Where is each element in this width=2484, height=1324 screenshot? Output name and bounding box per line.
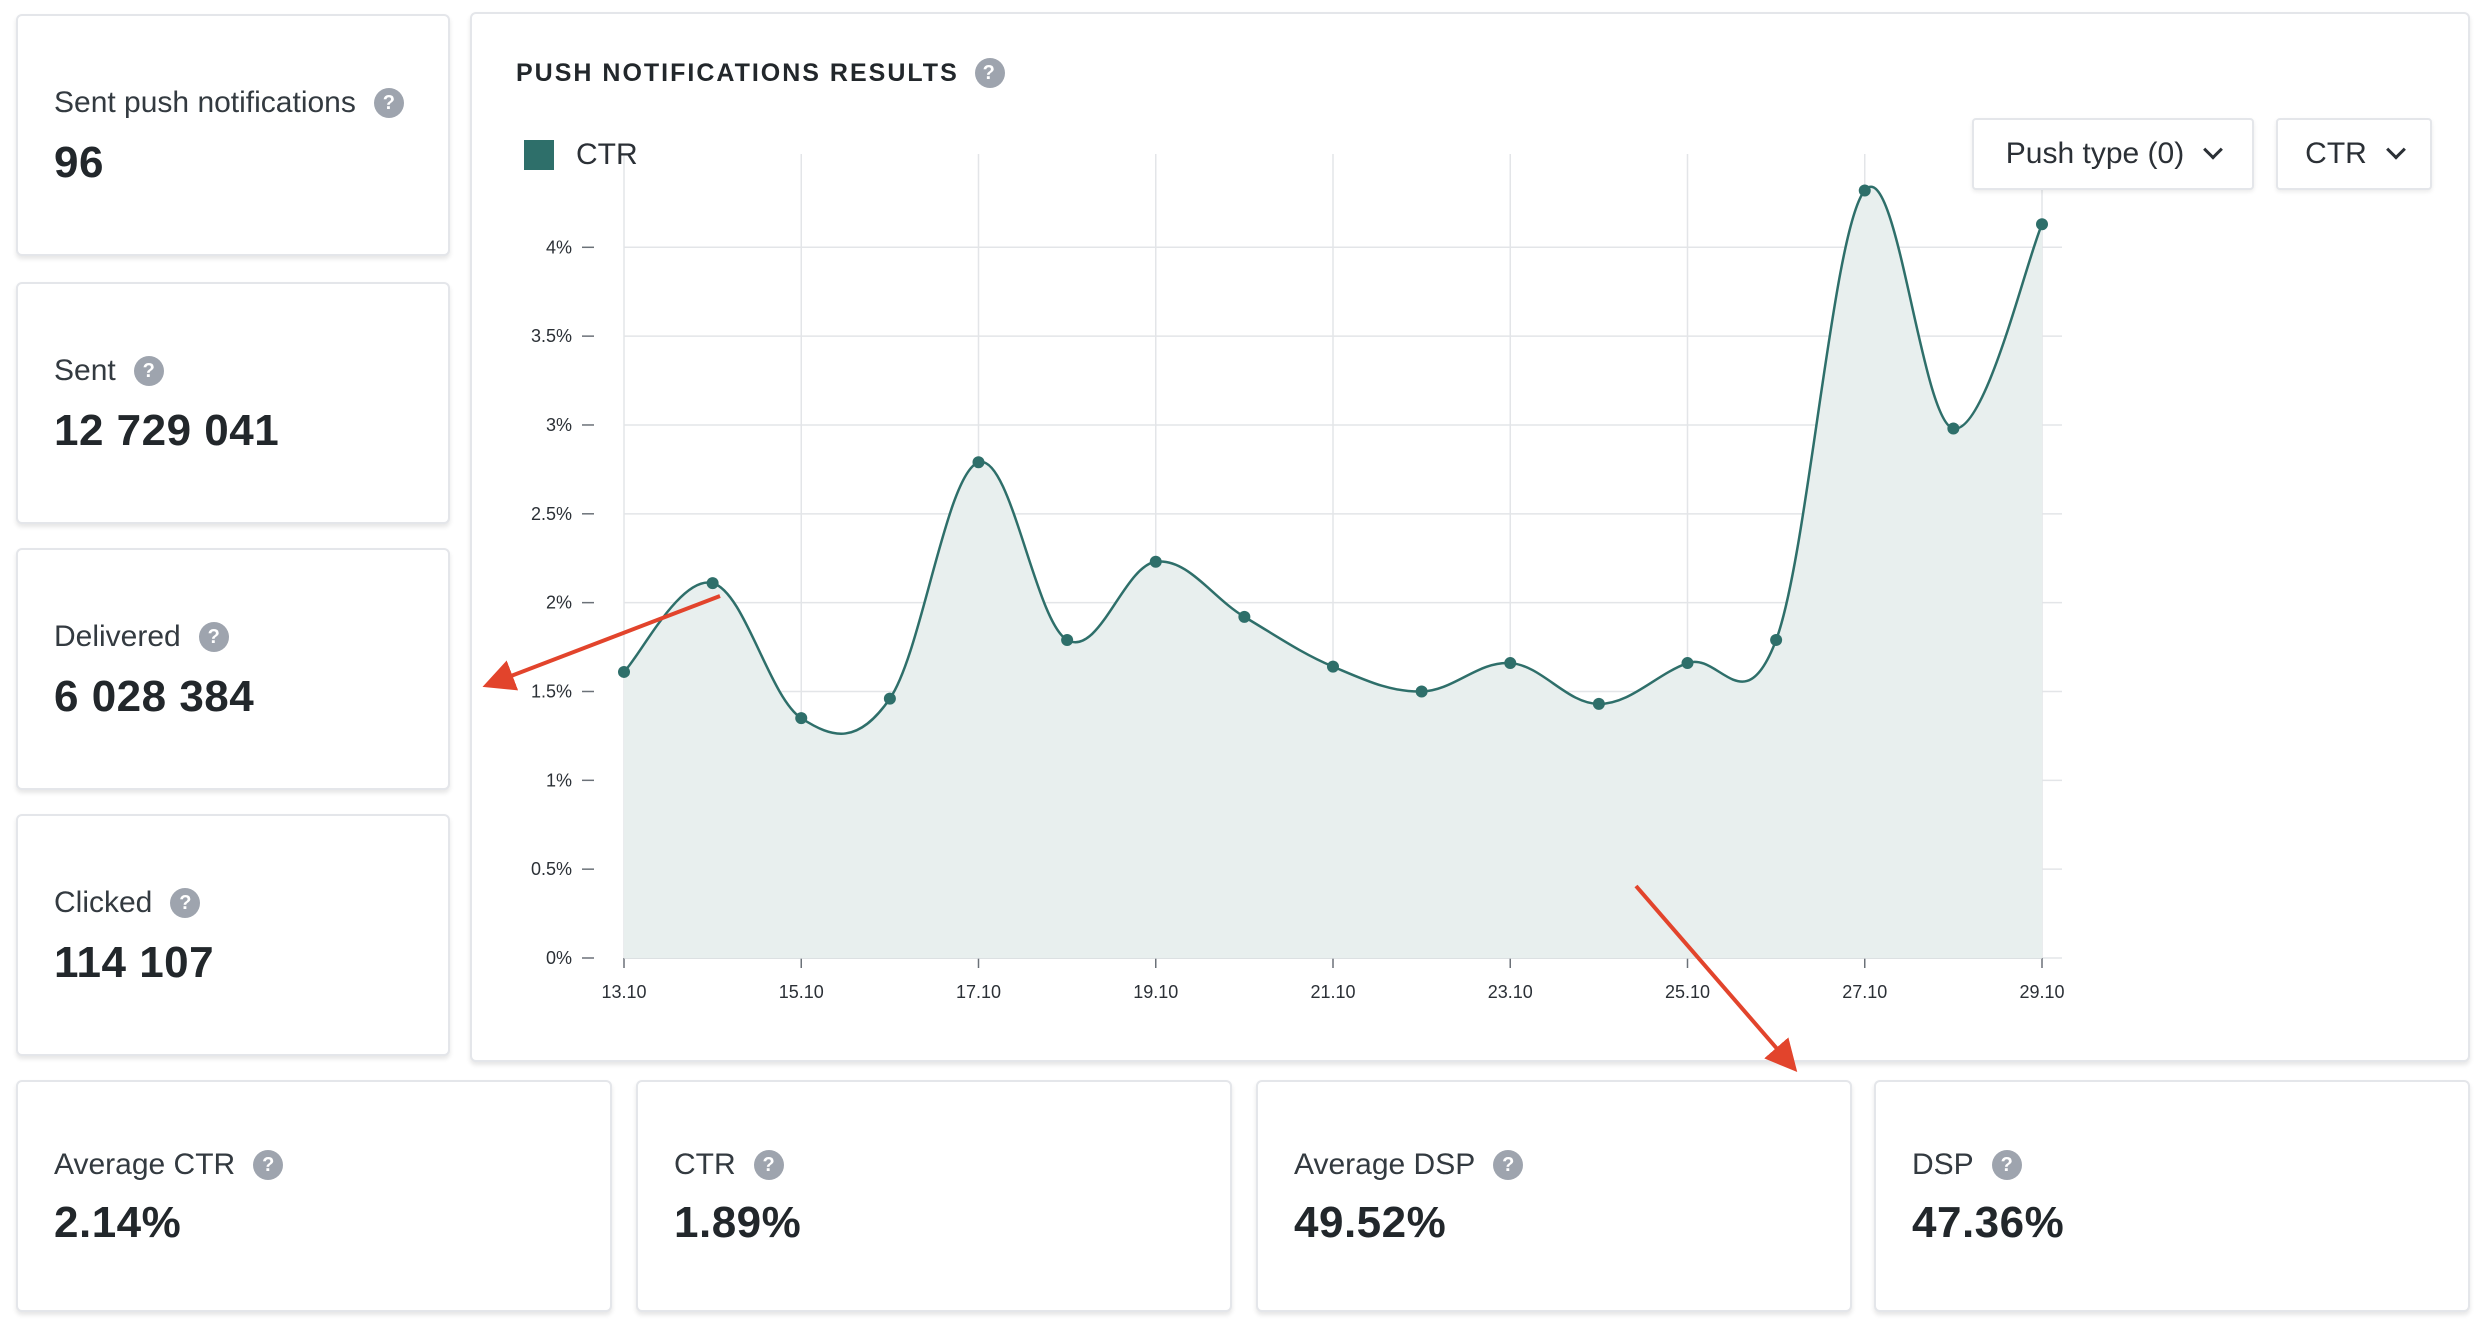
push-type-dropdown[interactable]: Push type (0) xyxy=(1972,118,2254,190)
x-tick-label: 19.10 xyxy=(1133,982,1178,1002)
y-tick-label: 2.5% xyxy=(531,504,572,524)
stat-label: Sent push notifications xyxy=(54,86,356,119)
help-icon[interactable]: ? xyxy=(753,1150,784,1180)
ctr-data-point xyxy=(706,577,719,590)
ctr-data-point xyxy=(1858,184,1871,197)
stat-label: CTR xyxy=(674,1148,736,1181)
legend-label: CTR xyxy=(576,138,638,171)
y-tick-label: 2% xyxy=(546,593,572,613)
x-tick-label: 23.10 xyxy=(1488,982,1533,1002)
ctr-area-fill xyxy=(624,186,2042,959)
stat-value: 2.14% xyxy=(54,1198,182,1247)
stat-label: Sent xyxy=(54,354,116,387)
metric-dropdown[interactable]: CTR xyxy=(2276,118,2432,190)
help-icon[interactable]: ? xyxy=(170,888,201,918)
help-icon[interactable]: ? xyxy=(133,356,164,386)
y-tick-label: 0% xyxy=(546,948,572,968)
stat-label: DSP xyxy=(1912,1148,1974,1181)
x-tick-label: 13.10 xyxy=(601,982,646,1002)
stat-card-sent-push-notifications: Sent push notifications ? 96 xyxy=(16,14,450,256)
stat-value: 6 028 384 xyxy=(54,672,255,721)
ctr-data-point xyxy=(1327,660,1339,673)
x-tick-label: 17.10 xyxy=(956,982,1001,1002)
stat-card-sent: Sent ? 12 729 041 xyxy=(16,282,450,524)
help-icon[interactable]: ? xyxy=(373,88,404,118)
x-tick-label: 25.10 xyxy=(1665,982,1710,1002)
y-tick-label: 3.5% xyxy=(531,326,572,346)
stat-card-average-ctr: Average CTR ? 2.14% xyxy=(16,1080,612,1312)
push-type-dropdown-label: Push type (0) xyxy=(2005,137,2185,170)
ctr-data-point xyxy=(1770,633,1783,646)
stat-card-average-dsp: Average DSP ? 49.52% xyxy=(1256,1080,1852,1312)
y-tick-label: 4% xyxy=(546,237,572,257)
ctr-data-point xyxy=(1238,610,1251,623)
ctr-data-point xyxy=(1061,633,1074,646)
stat-value: 49.52% xyxy=(1294,1198,1447,1247)
stat-value: 96 xyxy=(54,138,104,187)
x-tick-label: 15.10 xyxy=(779,982,824,1002)
stat-card-delivered: Delivered ? 6 028 384 xyxy=(16,548,450,790)
stat-card-ctr: CTR ? 1.89% xyxy=(636,1080,1232,1312)
y-tick-label: 3% xyxy=(546,415,572,435)
stat-card-clicked: Clicked ? 114 107 xyxy=(16,814,450,1056)
stat-label: Average DSP xyxy=(1294,1148,1476,1181)
ctr-data-point xyxy=(1149,555,1162,568)
x-tick-label: 29.10 xyxy=(2019,982,2064,1002)
push-results-panel: 0% 0.5% 1% 1.5% 2% 2.5% 3% 3.5% 4% 13.10 15.10 17.1… xyxy=(470,12,2470,1062)
help-icon[interactable]: ? xyxy=(253,1150,284,1180)
x-tick-label: 27.10 xyxy=(1842,982,1887,1002)
ctr-data-point xyxy=(1504,657,1517,670)
ctr-data-point xyxy=(1415,685,1428,698)
ctr-data-point xyxy=(795,712,808,725)
stat-value: 12 729 041 xyxy=(54,406,280,455)
ctr-data-point xyxy=(883,692,896,705)
chevron-down-icon xyxy=(2203,139,2224,160)
stat-label: Delivered xyxy=(54,620,181,653)
ctr-area-chart: 0% 0.5% 1% 1.5% 2% 2.5% 3% 3.5% 4% 13.10 15.10 17.1… xyxy=(531,154,2065,1002)
ctr-data-point xyxy=(1681,657,1694,670)
legend-swatch xyxy=(524,140,554,170)
ctr-series-line xyxy=(623,185,2044,735)
ctr-data-point xyxy=(618,665,630,678)
ctr-data-point xyxy=(2036,218,2048,231)
help-icon[interactable]: ? xyxy=(974,58,1005,88)
x-tick-label: 21.10 xyxy=(1310,982,1355,1002)
y-tick-label: 1% xyxy=(546,770,572,790)
ctr-data-point xyxy=(1592,697,1605,710)
stat-card-dsp: DSP ? 47.36% xyxy=(1874,1080,2470,1312)
help-icon[interactable]: ? xyxy=(1493,1150,1524,1180)
panel-title: PUSH NOTIFICATIONS RESULTS xyxy=(516,58,959,87)
ctr-data-point xyxy=(972,456,985,469)
metric-dropdown-label: CTR xyxy=(2305,137,2367,170)
ctr-data-point xyxy=(1947,422,1960,435)
y-tick-label: 1.5% xyxy=(531,681,572,701)
help-icon[interactable]: ? xyxy=(1991,1150,2022,1180)
stat-value: 1.89% xyxy=(674,1198,802,1247)
stat-label: Average CTR xyxy=(54,1148,236,1181)
chart-legend[interactable]: CTR xyxy=(524,138,638,172)
stat-value: 114 107 xyxy=(54,938,215,987)
y-tick-label: 0.5% xyxy=(531,859,572,879)
help-icon[interactable]: ? xyxy=(198,622,229,652)
stat-value: 47.36% xyxy=(1912,1198,2065,1247)
stat-label: Clicked xyxy=(54,886,153,919)
chevron-down-icon xyxy=(2385,139,2406,160)
